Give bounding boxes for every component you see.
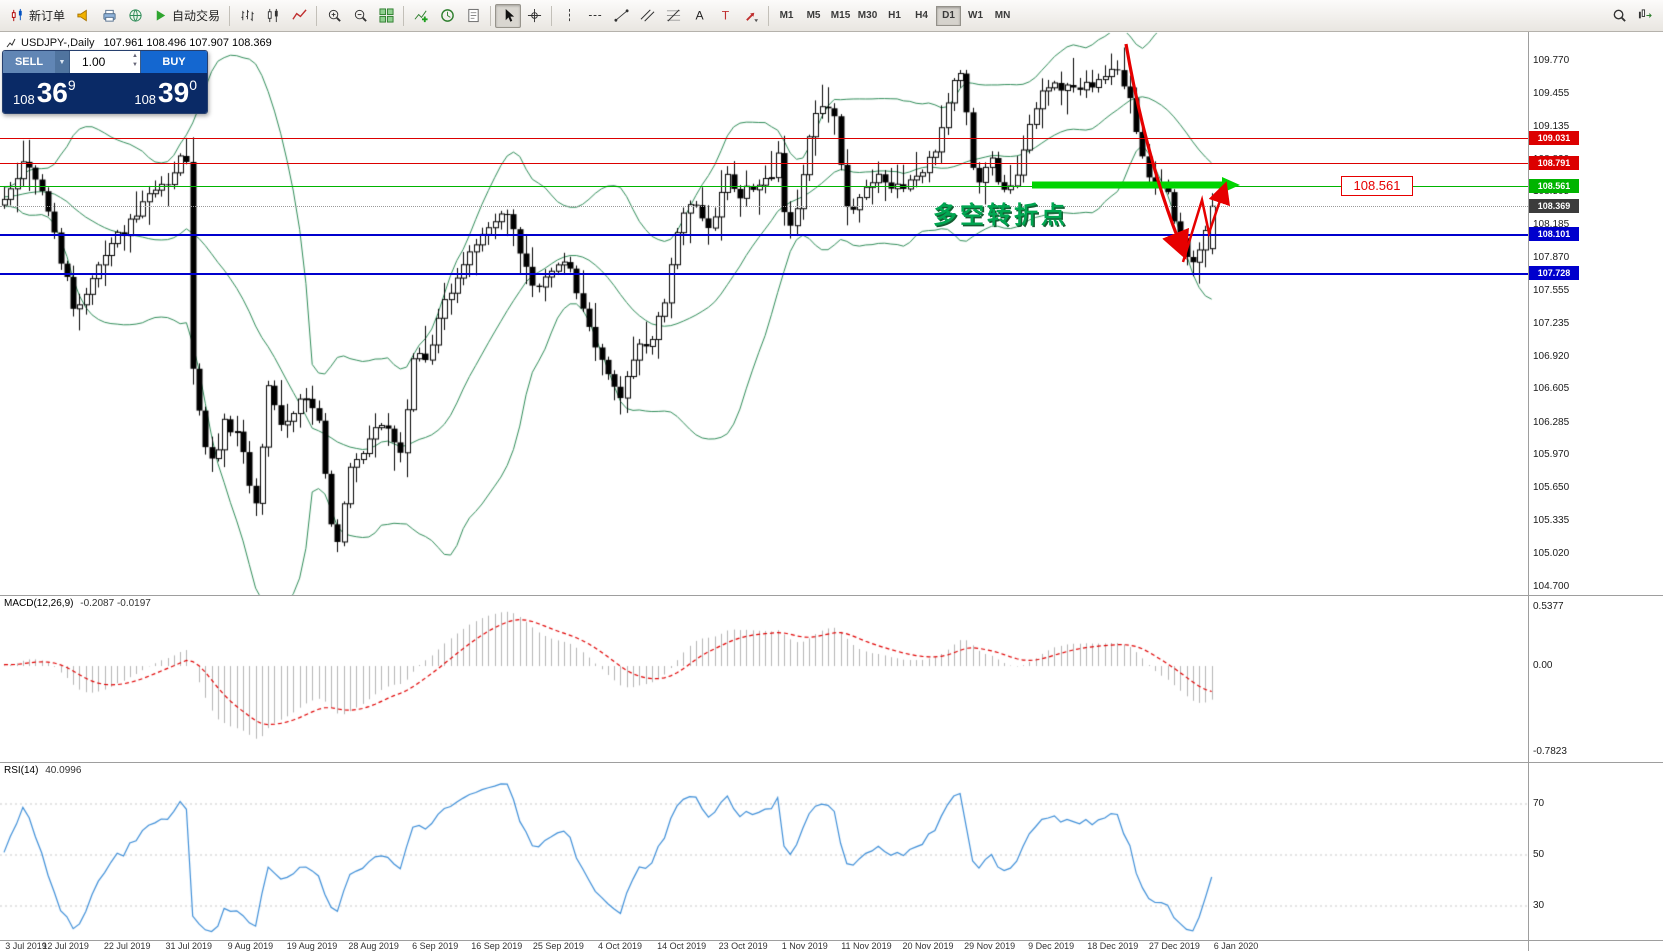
axis-tick-label: 106.285 <box>1533 416 1570 428</box>
chevron-down-icon: ▼ <box>58 58 66 66</box>
volume-input[interactable]: 1.00 ▲ ▼ <box>69 51 141 73</box>
macd-label: MACD(12,26,9) -0.2087 -0.0197 <box>4 598 151 609</box>
axis-tick-label: 30 <box>1533 900 1545 911</box>
symbol-ohlc: 107.961 108.496 107.907 108.369 <box>103 37 272 49</box>
sell-quote: 108 36 9 <box>13 74 76 112</box>
axis-tick-label: 107.870 <box>1533 252 1570 264</box>
axis-tick-label: 105.020 <box>1533 547 1570 559</box>
sell-button[interactable]: SELL <box>3 51 55 73</box>
buy-button[interactable]: BUY <box>141 51 207 73</box>
hline-108.791[interactable] <box>0 162 1528 164</box>
date-label: 23 Oct 2019 <box>718 941 768 951</box>
scale-separator <box>1528 32 1529 951</box>
rsi-value: 40.0996 <box>45 765 82 776</box>
price-box-107.728: 107.728 <box>1529 265 1579 280</box>
axis-tick-label: 0.5377 <box>1533 601 1564 612</box>
axis-tick-label: 104.700 <box>1533 581 1570 592</box>
buy-label: BUY <box>162 56 186 68</box>
annotation-text[interactable]: 多空转折点 <box>933 202 1068 229</box>
axis-tick-label: 107.555 <box>1533 284 1570 296</box>
axis-tick-label: 105.335 <box>1533 515 1570 527</box>
volume-spinner[interactable]: ▲ ▼ <box>132 53 138 68</box>
axis-tick-label: 70 <box>1533 798 1545 809</box>
axis-tick-label: 107.235 <box>1533 318 1570 329</box>
date-label: 1 Nov 2019 <box>781 941 828 951</box>
date-label: 9 Aug 2019 <box>227 941 274 951</box>
sell-label: SELL <box>14 56 44 68</box>
hline-108.561[interactable] <box>0 186 1528 188</box>
date-label: 6 Jan 2020 <box>1213 941 1259 951</box>
buy-quote: 108 39 0 <box>134 74 197 112</box>
axis-tick-label: 105.650 <box>1533 482 1570 494</box>
price-box-108.101: 108.101 <box>1529 227 1579 242</box>
date-label: 12 Jul 2019 <box>42 941 89 951</box>
date-label: 25 Sep 2019 <box>532 941 584 951</box>
sell-options-dropdown[interactable]: ▼ <box>55 51 69 73</box>
date-label: 31 Jul 2019 <box>165 941 213 951</box>
date-label: 3 Jul 2019 <box>5 941 47 951</box>
axis-tick-label: 109.770 <box>1533 55 1570 66</box>
buy-quote-base: 108 <box>134 92 157 107</box>
date-label: 28 Aug 2019 <box>348 941 399 951</box>
date-label: 9 Dec 2019 <box>1028 941 1075 951</box>
symbol-info: USDJPY-,Daily 107.961 108.496 107.907 10… <box>6 37 272 49</box>
axis-tick-label: 106.920 <box>1533 350 1570 362</box>
quote-panel: 108 36 9 108 39 0 <box>3 73 207 113</box>
date-label: 29 Nov 2019 <box>964 941 1016 951</box>
axis-tick-label: 109.455 <box>1533 87 1570 99</box>
hline-108.369 <box>0 206 1528 208</box>
axis-tick-label: -0.7823 <box>1533 746 1567 757</box>
price-box-108.561: 108.561 <box>1529 179 1579 194</box>
volume-value: 1.00 <box>82 55 106 69</box>
hline-109.031[interactable] <box>0 137 1528 139</box>
date-label: 11 Nov 2019 <box>841 941 892 951</box>
date-label: 4 Oct 2019 <box>597 941 643 951</box>
rsi-label: RSI(14) 40.0996 <box>4 765 81 776</box>
axis-separator <box>0 940 1663 941</box>
price-tag-label[interactable]: 108.561 <box>1341 176 1413 196</box>
date-label: 20 Nov 2019 <box>902 941 954 951</box>
date-label: 14 Oct 2019 <box>657 941 707 951</box>
date-label: 18 Dec 2019 <box>1087 941 1139 951</box>
date-label: 27 Dec 2019 <box>1148 941 1200 951</box>
date-label: 16 Sep 2019 <box>471 941 523 951</box>
date-label: 6 Sep 2019 <box>412 941 459 951</box>
buy-quote-point: 0 <box>189 77 197 93</box>
macd-values: -0.2087 -0.0197 <box>80 598 151 609</box>
symbol-icon <box>6 38 16 48</box>
hline-107.728[interactable] <box>0 272 1528 275</box>
sell-quote-point: 9 <box>67 77 76 93</box>
axis-tick-label: 109.135 <box>1533 120 1570 132</box>
sell-quote-pips: 36 <box>36 77 68 108</box>
hline-108.101[interactable] <box>0 234 1528 237</box>
panel-separator-rsi[interactable] <box>0 762 1663 763</box>
axis-tick-label: 108.185 <box>1533 219 1570 231</box>
price-box-108.369: 108.369 <box>1529 199 1579 214</box>
one-click-trading-panel: SELL ▼ 1.00 ▲ ▼ BUY 108 36 9 <box>2 50 208 114</box>
price-box-109.031: 109.031 <box>1529 130 1579 145</box>
axis-tick-label: 0.00 <box>1533 660 1553 672</box>
axis-tick-label: 50 <box>1533 849 1545 860</box>
macd-title: MACD(12,26,9) <box>4 598 74 609</box>
symbol-name: USDJPY-,Daily <box>21 37 95 49</box>
panel-separator-macd[interactable] <box>0 595 1663 596</box>
axis-tick-label: 105.970 <box>1533 449 1570 461</box>
date-label: 19 Aug 2019 <box>286 941 338 951</box>
axis-tick-label: 106.605 <box>1533 383 1570 395</box>
sell-quote-base: 108 <box>13 92 35 107</box>
buy-quote-pips: 39 <box>158 77 190 108</box>
rsi-title: RSI(14) <box>4 765 39 776</box>
price-box-108.791: 108.791 <box>1529 155 1579 170</box>
date-label: 22 Jul 2019 <box>103 941 151 951</box>
